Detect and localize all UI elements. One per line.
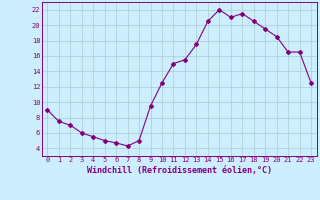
X-axis label: Windchill (Refroidissement éolien,°C): Windchill (Refroidissement éolien,°C) [87,166,272,175]
